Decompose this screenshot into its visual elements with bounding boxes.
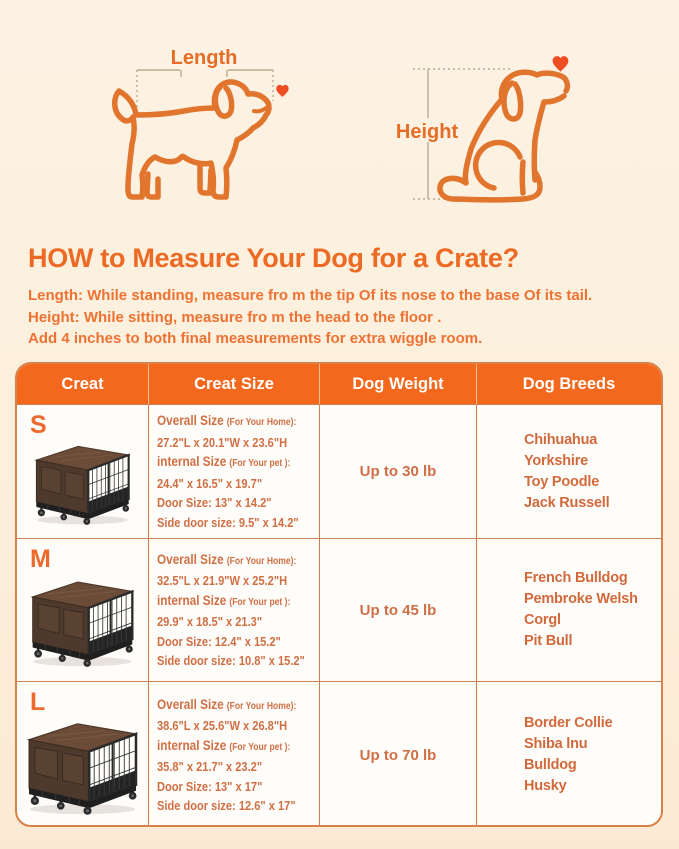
internal-size-line: internal Size (For Your pet ): [157,736,291,753]
overall-size-value: 32.5"L x 21.9"W x 25.2"H [157,573,288,588]
height-label: Height [396,121,459,143]
length-measure-guides [136,69,274,112]
header-creat: Creat [61,375,104,393]
crate-size-table: Creat Creat Size Dog Weight Dog Breeds S… [15,362,663,827]
overall-size-value: 38.6"L x 25.6"W x 26.8"H [157,718,288,733]
breed-item: Jack Russell [524,494,610,511]
header-dog-breeds: Dog Breeds [476,364,661,404]
weight-value: Up to 30 lb [359,463,437,480]
weight-cell: Up to 45 lb [319,539,476,681]
side-door-size-line: Side door size: 10.8" x 15.2" [157,653,305,668]
description-line: Height: While sitting, measure fro m the… [28,308,442,326]
breed-item: Yorkshire [524,452,589,469]
internal-size-value: 29.9" x 18.5" x 21.3" [157,614,263,629]
weight-value: Up to 45 lb [359,601,437,619]
size-letter: S [30,411,47,439]
length-label: Length [171,47,238,69]
side-door-size-line: Side door size: 9.5" x 14.2" [157,514,299,530]
side-door-size-line: Side door size: 12.6" x 17" [157,798,296,813]
internal-size-line: internal Size (For Your pet ): [157,453,291,469]
heart-icon [276,84,289,98]
table-row-s: S Overall Size (For Your Home): 27.2"L x… [17,404,661,538]
overall-size-line: Overall Size (For Your Home): [157,695,297,712]
breed-item: Shiba lnu [524,736,588,752]
breed-item: Corgl [524,612,561,628]
overall-size-line: Overall Size (For Your Home): [157,412,297,428]
crate-cell: M [17,539,148,681]
door-size-line: Door Size: 13" x 17" [157,778,263,794]
size-letter: L [30,688,46,716]
size-cell: Overall Size (For Your Home): 38.6"L x 2… [148,682,319,825]
crate-image-s [35,444,131,525]
weight-cell: Up to 30 lb [319,405,476,538]
weight-value: Up to 70 lb [359,746,437,764]
intro-section: HOW to Measure Your Dog for a Crate? Len… [28,243,663,350]
breeds-cell: French Bulldog Pembroke Welsh Corgl Pit … [476,539,661,681]
standing-dog-illustration [112,79,272,200]
breed-item: Pembroke Welsh [524,591,638,607]
page-title: HOW to Measure Your Dog for a Crate? [28,243,519,273]
breed-item: French Bulldog [524,570,628,586]
description-line: Add 4 inches to both final measurements … [28,330,483,347]
table-row-l: L Overall Size (For Your Home): 38.6"L x… [17,681,661,825]
measuring-illustration: Length Height [112,47,571,203]
description-line: Length: While standing, measure fro m th… [28,287,593,304]
sitting-dog-illustration [437,69,571,203]
breed-item: Toy Poodle [524,473,600,490]
internal-size-value: 24.4" x 16.5" x 19.7" [157,475,263,491]
heart-icon [552,56,569,72]
breeds-cell: Border Collie Shiba lnu Bulldog Husky [476,682,661,825]
header-creat-size: Creat Size [148,364,319,404]
table-header-row: Creat Creat Size Dog Weight Dog Breeds [17,364,661,404]
door-size-line: Door Size: 13" x 14.2" [157,495,272,510]
crate-cell: S [17,405,148,538]
internal-size-value: 35.8" x 21.7" x 23.2" [157,759,263,774]
breeds-cell: Chihuahua Yorkshire Toy Poodle Jack Russ… [476,405,661,538]
breed-item: Bulldog [524,757,577,773]
crate-image-l [27,722,138,815]
overall-size-line: Overall Size (For Your Home): [157,550,297,567]
breed-item: Pit Bull [524,633,573,649]
breed-item: Border Collie [524,715,613,731]
crate-cell: L [17,682,148,825]
breed-item: Husky [524,778,567,794]
door-size-line: Door Size: 12.4" x 15.2" [157,633,281,649]
breed-item: Chihuahua [524,431,598,448]
size-cell: Overall Size (For Your Home): 27.2"L x 2… [148,405,319,538]
overall-size-value: 27.2"L x 20.1"W x 23.6"H [157,434,288,450]
size-cell: Overall Size (For Your Home): 32.5"L x 2… [148,539,319,681]
size-letter: M [30,545,51,573]
crate-image-m [31,580,134,667]
weight-cell: Up to 70 lb [319,682,476,825]
header-dog-weight: Dog Weight [319,364,476,404]
internal-size-line: internal Size (For Your pet ): [157,591,291,608]
height-measure-guides [413,68,512,200]
table-row-m: M Overall Size (For Your Home): 32.5"L x… [17,538,661,681]
